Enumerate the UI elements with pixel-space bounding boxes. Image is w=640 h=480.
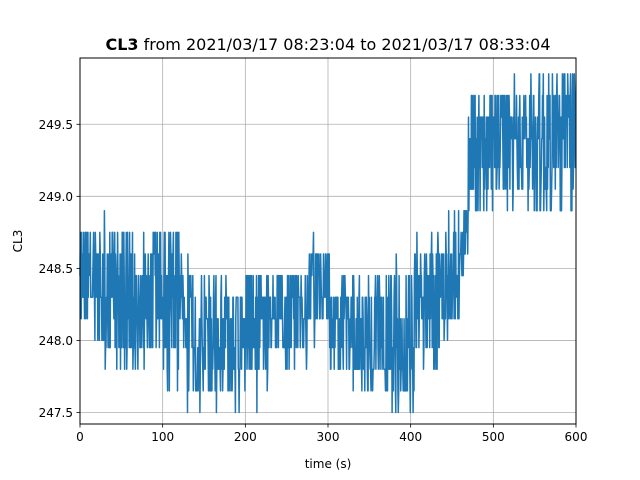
x-tick-label: 200 bbox=[234, 430, 257, 444]
y-tick-label: 249.0 bbox=[39, 190, 73, 204]
y-axis-label: CL3 bbox=[11, 230, 25, 253]
data-series bbox=[79, 73, 577, 414]
x-tick-label: 300 bbox=[317, 430, 340, 444]
y-tick-label: 247.5 bbox=[39, 406, 73, 420]
x-axis-ticks: 0 100 200 300 400 500 600 bbox=[76, 424, 587, 444]
chart-title-rest: from 2021/03/17 08:23:04 to 2021/03/17 0… bbox=[139, 35, 551, 54]
x-axis-label: time (s) bbox=[305, 457, 352, 471]
x-tick-label: 400 bbox=[399, 430, 422, 444]
plot-frame bbox=[79, 57, 577, 425]
y-axis-ticks: 247.5 248.0 248.5 249.0 249.5 bbox=[39, 118, 80, 420]
chart-title: CL3 from 2021/03/17 08:23:04 to 2021/03/… bbox=[105, 35, 550, 54]
x-tick-label: 100 bbox=[151, 430, 174, 444]
chart-title-bold: CL3 bbox=[105, 35, 138, 54]
y-tick-label: 249.5 bbox=[39, 118, 73, 132]
y-tick-label: 248.5 bbox=[39, 262, 73, 276]
cl3-series-line bbox=[79, 73, 577, 414]
x-tick-label: 500 bbox=[482, 430, 505, 444]
x-tick-label: 600 bbox=[565, 430, 588, 444]
y-tick-label: 248.0 bbox=[39, 334, 73, 348]
x-tick-label: 0 bbox=[76, 430, 84, 444]
